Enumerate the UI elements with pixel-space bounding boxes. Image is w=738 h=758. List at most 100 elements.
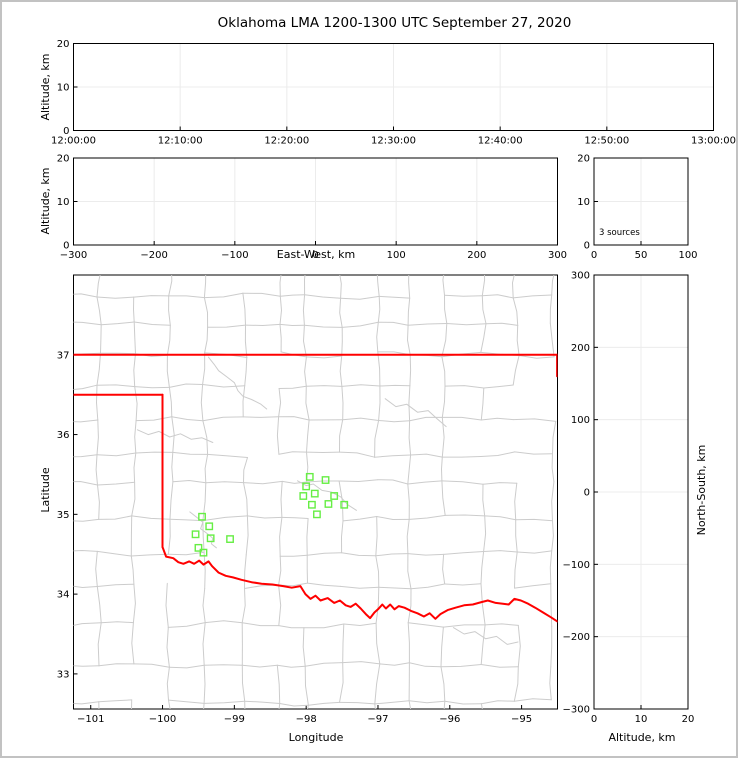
county-line	[203, 700, 246, 704]
county-line	[134, 386, 138, 422]
map-xlabel: Longitude	[288, 731, 344, 744]
county-line	[246, 515, 283, 519]
county-line	[133, 663, 170, 668]
county-line	[513, 698, 552, 702]
x-tick-label: −100	[221, 250, 248, 261]
map-ylabel: Latitude	[39, 467, 52, 513]
county-line	[98, 699, 133, 703]
gray-river-line	[452, 627, 519, 645]
x-tick-label: 200	[467, 250, 486, 261]
x-tick-label: 12:10:00	[158, 136, 203, 147]
county-line	[247, 265, 282, 269]
county-line	[242, 416, 280, 418]
x-tick-label: −97	[367, 714, 388, 725]
county-line	[339, 355, 343, 387]
county-line	[339, 451, 376, 458]
county-line	[73, 701, 100, 705]
county-line	[480, 703, 483, 709]
y-tick-label: −200	[563, 632, 590, 643]
county-line	[407, 454, 412, 485]
county-line	[96, 583, 135, 587]
county-line	[339, 419, 344, 453]
gray-river-line	[136, 429, 214, 443]
county-line	[133, 353, 136, 388]
county-line	[73, 665, 100, 667]
county-line	[304, 665, 309, 706]
county-line	[408, 662, 442, 668]
county-line	[97, 481, 136, 486]
county-line	[303, 324, 343, 328]
source-marker	[302, 482, 311, 491]
y-tick-label: 33	[57, 669, 70, 680]
county-line	[375, 586, 380, 624]
x-tick-label: 100	[678, 250, 697, 261]
county-line	[73, 384, 98, 391]
county-line	[441, 480, 446, 516]
county-line	[166, 354, 170, 388]
county-line	[341, 384, 381, 387]
county-line	[96, 296, 135, 299]
county-line	[242, 292, 281, 297]
county-line	[378, 295, 411, 299]
county-line	[168, 383, 204, 388]
county-line	[276, 664, 281, 704]
county-line	[64, 264, 101, 270]
y-tick-label: 37	[57, 350, 70, 361]
county-line	[377, 479, 409, 485]
county-line	[97, 484, 100, 520]
county-line	[409, 354, 412, 387]
county-line	[514, 451, 553, 455]
source-marker	[199, 548, 208, 557]
county-line	[96, 352, 101, 386]
county-line	[377, 351, 381, 387]
county-line	[203, 702, 205, 709]
county-line	[202, 622, 206, 666]
source-marker	[310, 489, 319, 498]
county-line	[379, 384, 411, 387]
county-line	[407, 622, 410, 664]
ns_height-panel: 0 10 20 −300 −200 −100 0 100 200 300	[563, 271, 695, 726]
county-line	[135, 451, 174, 454]
county-line	[305, 385, 310, 421]
source-marker	[324, 500, 333, 508]
county-line	[303, 623, 345, 629]
county-line	[168, 295, 171, 326]
source-marker	[191, 530, 200, 539]
county-line	[444, 294, 448, 324]
county-line	[302, 627, 306, 667]
county-line	[202, 352, 206, 385]
county-line	[512, 294, 553, 299]
county-line	[100, 324, 102, 354]
county-line	[63, 457, 65, 482]
county-line	[63, 703, 65, 731]
county-line	[514, 482, 518, 521]
county-line	[483, 384, 514, 389]
gray-river-line	[208, 356, 268, 410]
county-line	[445, 264, 484, 266]
county-line	[73, 518, 100, 522]
ew_height-panel: −300 −200 −100 0 100 200 300 0 10 20	[57, 154, 567, 262]
source-marker	[308, 500, 316, 509]
county-line	[172, 480, 207, 484]
county-line	[281, 480, 308, 484]
county-line	[484, 515, 517, 521]
county-line	[100, 352, 136, 355]
county-line	[441, 356, 446, 387]
county-line	[200, 384, 204, 422]
y-tick-label: 0	[63, 126, 69, 137]
county-line	[551, 453, 555, 483]
x-tick-label: 12:40:00	[478, 136, 523, 147]
county-line	[96, 384, 99, 421]
y-tick-label: −100	[563, 560, 590, 571]
x-tick-label: −98	[296, 714, 317, 725]
x-tick-label: 12:50:00	[584, 136, 629, 147]
county-line	[339, 701, 376, 705]
county-line	[480, 417, 514, 421]
time_height-panel: 12:00:00 12:10:00 12:20:00 12:30:00 12:40:00…	[51, 39, 736, 147]
county-line	[202, 515, 248, 522]
county-line	[485, 322, 519, 326]
county-line	[549, 294, 553, 324]
county-line	[551, 481, 555, 522]
county-line	[167, 551, 205, 556]
county-line	[375, 622, 381, 665]
